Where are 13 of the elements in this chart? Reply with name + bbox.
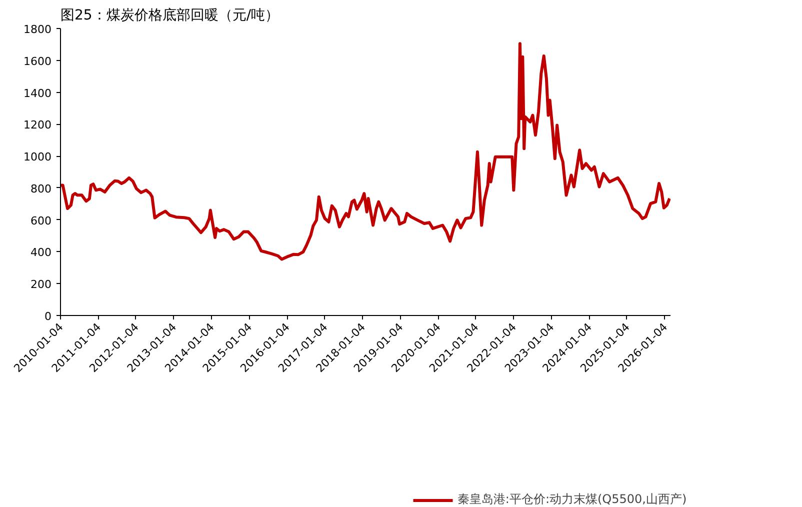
y-tick-label: 800 <box>30 182 52 196</box>
y-tick-label: 1600 <box>24 54 52 68</box>
y-tick-label: 1200 <box>24 118 52 132</box>
line-series <box>60 42 670 261</box>
chart-title: 图25：煤炭价格底部回暖（元/吨） <box>60 8 280 24</box>
y-tick-label: 0 <box>44 310 52 323</box>
y-tick-label: 1000 <box>24 150 52 164</box>
y-tick-label: 1800 <box>24 23 52 36</box>
y-tick-label: 400 <box>30 246 52 260</box>
y-tick-label: 1400 <box>24 86 52 100</box>
y-tick-label: 600 <box>30 214 52 228</box>
y-tick-label: 200 <box>30 278 52 292</box>
legend-label: 秦皇岛港:平仓价:动力末煤(Q5500,山西产) <box>457 491 687 507</box>
